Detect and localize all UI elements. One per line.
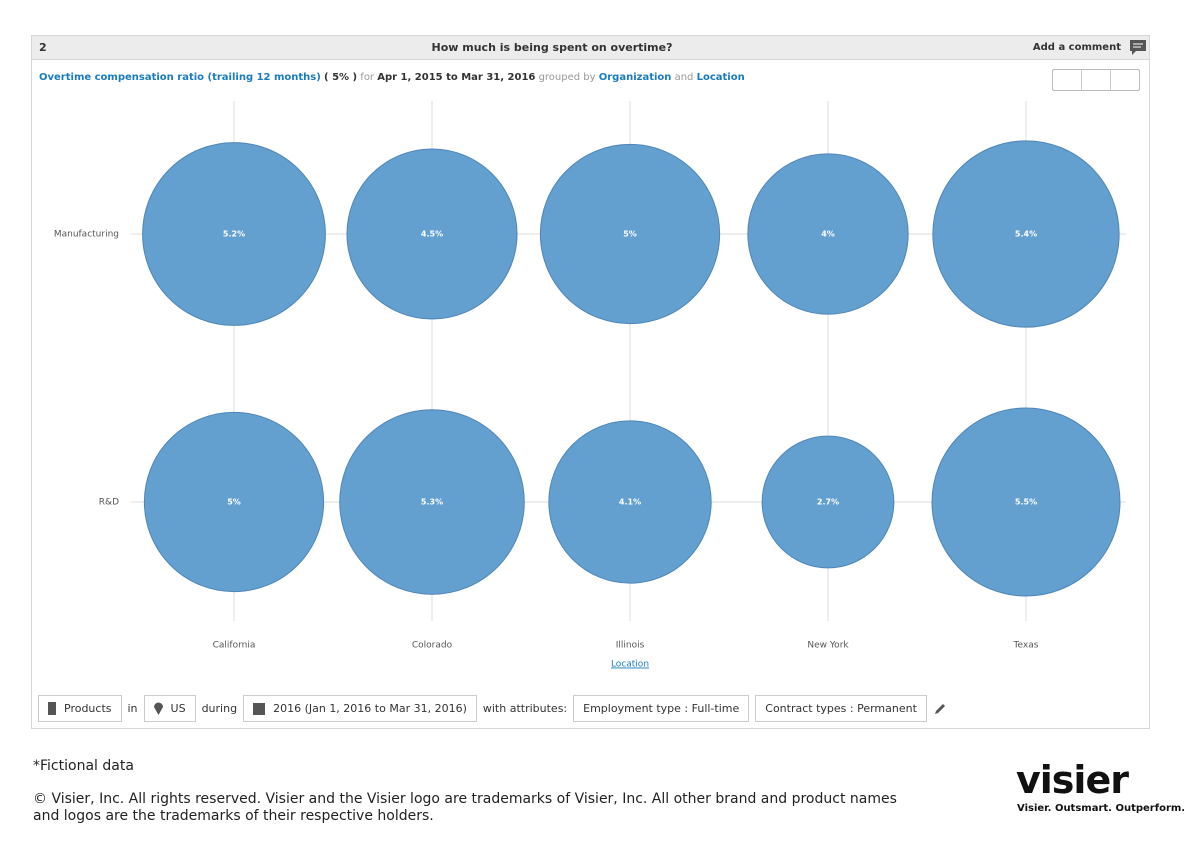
view-buttons [1052,69,1140,91]
data-label: 4.1% [619,498,641,507]
row-label: Manufacturing [54,230,119,240]
period: 2016 (Jan 1, 2016 to Mar 31, 2016) [273,702,467,715]
filter-bar: Products in US during 2016 (Jan 1, 2016 … [38,695,947,722]
x-tick-label: Illinois [616,641,645,651]
view-button[interactable] [1110,70,1139,90]
during: during [201,702,238,715]
data-label: 5.2% [223,230,245,239]
group[interactable]: Location [696,72,745,83]
copyright: © Visier, Inc. All rights reserved. Visi… [33,791,897,824]
data-label: 5% [623,230,637,239]
comment-icon[interactable] [1130,40,1146,55]
population-filter[interactable]: Products [38,695,122,722]
x-tick-label: California [213,641,256,651]
data-label: 2.7% [817,498,839,507]
bar-button[interactable] [1081,70,1110,90]
panel-title: How much is being spent on overtime? [431,41,673,54]
data-label: 5.3% [421,498,443,507]
building-icon [48,702,56,715]
chart: Manufacturing 5.2% 4.5% 5% 4% 5.4% R&D 5% 5.3% 4.… [54,101,1126,670]
metric-value: ( 5% ) [324,72,358,83]
panel-header: 2 How much is being spent on overtime? A… [32,36,1149,60]
row-label: R&D [99,498,119,508]
bubble[interactable] [339,409,525,595]
tagline: Visier. Outsmart. Outperform. [1017,803,1186,814]
location: US [170,702,186,715]
sort-button[interactable] [1053,70,1081,90]
panel: 2 How much is being spent on overtime? A… [31,35,1150,729]
and: and [674,72,694,83]
period[interactable]: Apr 1, 2015 to Mar 31, 2016 [377,72,536,83]
bubble[interactable] [747,153,909,315]
calendar-icon [253,702,266,715]
bubble[interactable] [142,142,326,326]
bubble[interactable] [761,435,895,569]
bubble[interactable] [539,143,721,325]
with-attributes: with attributes: [482,702,568,715]
x-axis-label[interactable]: Location [611,660,649,670]
subtitle: Overtime compensation ratio (trailing 12… [39,72,745,83]
bubble[interactable] [931,407,1121,597]
data-label: 5.5% [1015,498,1037,507]
x-tick-label: New York [807,641,849,651]
data-label: 4.5% [421,230,443,239]
pin-icon [153,702,163,715]
location-filter[interactable]: US [143,695,196,722]
attribute-filter[interactable]: Contract types : Permanent [755,695,927,722]
logo: visier [1016,758,1129,802]
add-comment[interactable]: Add a comment [1032,42,1121,53]
attribute: Employment type : Full-time [583,702,740,715]
bubble[interactable] [346,148,518,320]
attribute: Contract types : Permanent [765,702,917,715]
period-filter[interactable]: 2016 (Jan 1, 2016 to Mar 31, 2016) [243,695,477,722]
grouped-by: grouped by [538,72,596,83]
in: in [127,702,138,715]
bubble[interactable] [548,420,712,584]
footnote: *Fictional data [33,758,134,774]
attribute-filter[interactable]: Employment type : Full-time [573,695,750,722]
metric[interactable]: Overtime compensation ratio (trailing 12… [39,72,321,83]
data-label: 4% [821,230,835,239]
bubble[interactable] [143,411,325,593]
panel-number: 2 [39,41,47,54]
bubble[interactable] [932,140,1120,328]
edit-icon[interactable] [933,702,947,716]
data-label: 5% [227,498,241,507]
x-tick-label: Colorado [412,641,453,651]
for: for [360,72,375,83]
group[interactable]: Organization [598,72,672,83]
population: Products [64,702,112,715]
x-tick-label: Texas [1013,641,1039,651]
data-label: 5.4% [1015,230,1037,239]
